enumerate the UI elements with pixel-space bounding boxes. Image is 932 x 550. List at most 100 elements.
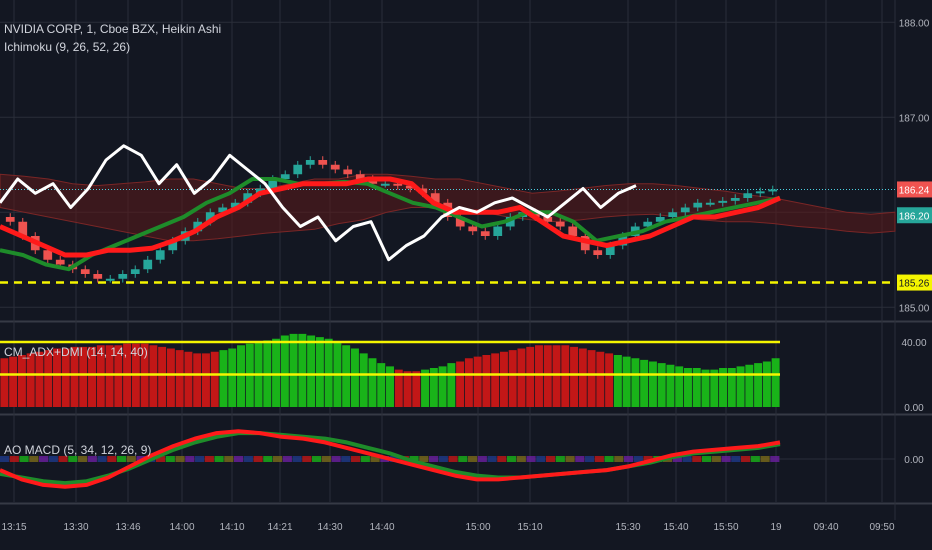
x-tick-label: 14:40 — [369, 522, 394, 533]
macd-histogram-bar — [604, 456, 614, 462]
x-tick-label: 13:15 — [1, 522, 26, 533]
adx-bar — [0, 358, 9, 407]
candle — [655, 217, 665, 222]
adx-bar — [359, 353, 368, 407]
adx-bar — [456, 361, 465, 407]
adx-bar — [727, 368, 736, 407]
macd-histogram-bar — [760, 456, 770, 462]
macd-histogram-bar — [68, 456, 78, 462]
time-axis: 13:15 13:30 13:46 14:00 14:10 14:21 14:30 14:40… — [1, 522, 894, 533]
candle — [5, 217, 15, 222]
candle — [105, 278, 115, 281]
candle — [230, 202, 240, 208]
adx-bar — [237, 345, 245, 407]
adx-bar — [175, 350, 184, 407]
adx-bar — [88, 346, 97, 407]
adx-bar — [745, 364, 754, 407]
macd-histogram-bar — [633, 456, 643, 462]
macd-histogram-bar — [234, 456, 244, 462]
candle — [118, 274, 128, 279]
adx-bar — [719, 368, 728, 407]
candle — [455, 217, 465, 227]
adx-bar — [675, 366, 684, 407]
adx-bar — [517, 348, 526, 407]
x-tick-label: 09:40 — [813, 522, 838, 533]
macd-histogram-bar — [273, 456, 283, 462]
price-pane — [0, 144, 896, 284]
adx-bar — [561, 345, 570, 407]
adx-bar — [149, 345, 158, 407]
lagging-white-line — [0, 144, 637, 262]
y-tick-label: 187.00 — [899, 113, 930, 124]
macd-histogram-bar — [487, 456, 497, 462]
macd-histogram-bar — [29, 456, 39, 462]
macd-histogram-bar — [282, 456, 292, 462]
adx-bar — [184, 351, 193, 407]
adx-bar — [114, 345, 123, 407]
y-tick-label: 188.00 — [899, 18, 930, 29]
candle — [168, 240, 178, 251]
candle — [605, 245, 615, 255]
adx-bar — [289, 333, 298, 407]
candle — [305, 160, 315, 165]
candle — [555, 221, 565, 227]
candle — [293, 164, 303, 175]
adx-bar — [26, 353, 35, 407]
adx-bar — [79, 346, 88, 407]
x-tick-label: 15:40 — [663, 522, 688, 533]
adx-bar — [648, 361, 657, 407]
adx-bar — [280, 335, 289, 407]
adx-bar — [596, 351, 605, 407]
candle — [568, 226, 578, 236]
adx-bar — [201, 353, 210, 407]
macd-histogram-bar — [409, 456, 419, 462]
ichimoku-legend[interactable]: Ichimoku (9, 26, 52, 26) — [4, 40, 131, 54]
candle — [355, 174, 365, 179]
adx-bar — [447, 363, 456, 407]
macd-histogram-bar — [78, 456, 88, 462]
adx-bar — [342, 345, 351, 407]
adx-bar — [438, 366, 447, 407]
candle — [268, 179, 278, 189]
adx-bar — [491, 353, 500, 407]
macd-histogram-bar — [672, 456, 682, 462]
adx-bar — [193, 353, 202, 407]
adx-bar — [210, 351, 219, 407]
macd-histogram-bar — [224, 456, 234, 462]
macd-histogram-bar — [341, 456, 351, 462]
macd-histogram-bar — [594, 456, 604, 462]
candle — [743, 193, 753, 198]
adx-bar — [158, 346, 167, 407]
adx-bar — [578, 348, 587, 407]
adx-bar — [61, 348, 70, 407]
candle — [143, 259, 153, 270]
macd-histogram-bar — [438, 456, 448, 462]
macd-histogram-bar — [614, 456, 624, 462]
candle — [730, 198, 740, 201]
symbol-title[interactable]: NVIDIA CORP, 1, Cboe BZX, Heikin Ashi — [4, 22, 222, 36]
adx-legend[interactable]: CM_ADX+DMI (14, 14, 40) — [4, 345, 148, 359]
adx-bar — [613, 355, 622, 407]
price-tag — [897, 181, 932, 198]
macd-histogram-bar — [126, 456, 136, 462]
candle — [768, 189, 778, 192]
candle — [693, 202, 703, 208]
macd-histogram-bar — [624, 456, 634, 462]
adx-bar — [552, 345, 561, 407]
adx-bar — [482, 355, 491, 407]
candle — [218, 207, 228, 213]
macd-histogram-bar — [331, 456, 341, 462]
macd-histogram-bar — [477, 456, 487, 462]
tenkan-red-line — [0, 176, 782, 258]
adx-bar — [499, 351, 508, 407]
adx-bar — [710, 369, 719, 407]
macd-legend[interactable]: AO MACD (5, 34, 12, 26, 9) — [4, 443, 152, 457]
adx-bar — [736, 366, 745, 407]
macd-histogram-bar — [507, 456, 517, 462]
adx-bar — [307, 335, 316, 407]
grid — [0, 0, 932, 520]
macd-histogram-bar — [419, 456, 429, 462]
macd-histogram-bar — [0, 456, 10, 462]
candle — [205, 212, 215, 222]
